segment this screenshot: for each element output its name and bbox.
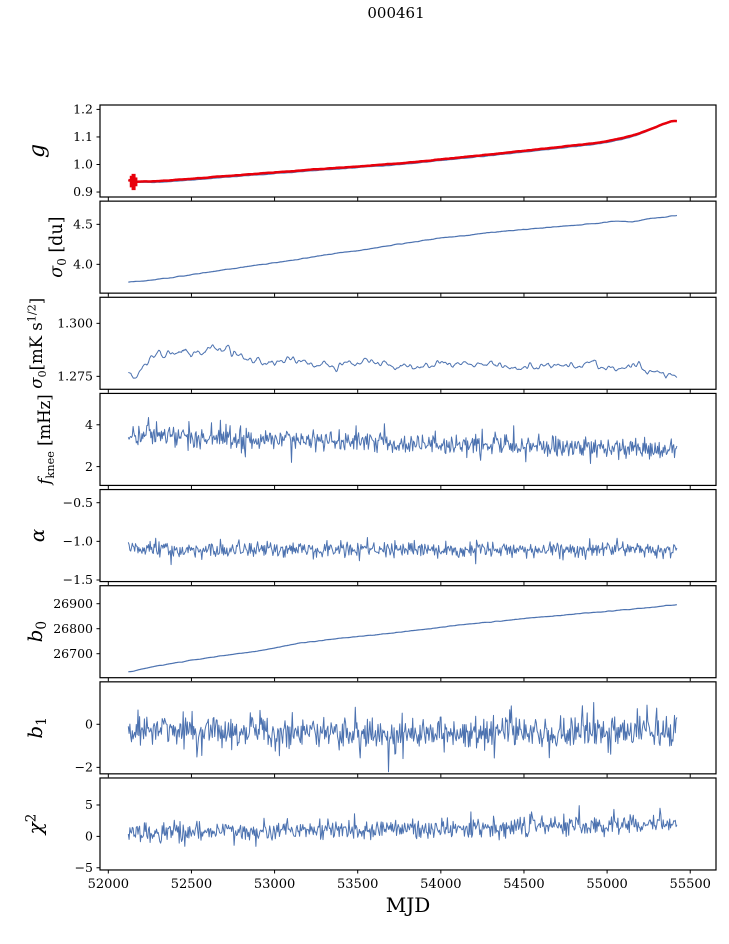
x-tick-label: 53500 xyxy=(337,877,378,892)
series-sigma0-du xyxy=(128,214,678,283)
y-axis-label-b1: b1 xyxy=(23,717,50,738)
y-axis-label-g: g xyxy=(25,144,50,158)
y-tick-label: 0.9 xyxy=(73,184,93,199)
y-tick-label: 2 xyxy=(85,459,93,474)
series-g-data xyxy=(128,120,677,184)
x-tick-label: 52500 xyxy=(171,877,212,892)
y-axis-label-sigma0-du: σ0 [du] xyxy=(47,217,69,278)
series-alpha xyxy=(127,537,678,566)
axes-spine xyxy=(99,681,717,775)
y-tick-label: 4.0 xyxy=(73,257,93,272)
series-chi2 xyxy=(127,805,678,847)
x-tick-label: 55500 xyxy=(670,877,711,892)
panel-sigma0-mK: 1.275 1.300 σ0[mK s1/2] xyxy=(26,296,717,393)
y-axis-label-sigma0-mK: σ0[mK s1/2] xyxy=(26,298,50,389)
figure-title: 000461 xyxy=(367,4,425,22)
y-tick-label: 4 xyxy=(85,417,93,432)
axes-spine xyxy=(99,200,717,294)
y-tick-label: 1.0 xyxy=(73,157,93,172)
panel-sigma0-du: 4.0 4.5 σ0 [du] xyxy=(47,200,717,297)
x-tick-label: 54000 xyxy=(420,877,461,892)
panel-g: 0.9 1.0 1.1 1.2 g xyxy=(25,102,717,201)
y-tick-label: −1.5 xyxy=(63,572,93,587)
y-tick-label: 4.5 xyxy=(73,217,93,232)
axes-spine xyxy=(99,104,717,198)
x-axis-label: MJD xyxy=(385,893,431,917)
panel-chi2: 5 0 −5 χ2 xyxy=(23,777,717,875)
y-tick-label: 1.1 xyxy=(73,129,93,144)
y-tick-label: 26700 xyxy=(53,646,93,661)
axes-spine xyxy=(99,777,717,871)
panel-fknee: 2 4 fknee [mHz] xyxy=(35,392,717,489)
series-g-fit xyxy=(128,119,677,183)
y-tick-label: −0.5 xyxy=(63,495,93,510)
y-tick-label: −5 xyxy=(75,860,93,875)
x-tick-label: 55000 xyxy=(586,877,627,892)
y-axis-label-b0: b0 xyxy=(23,621,50,642)
x-tick-label: 54500 xyxy=(503,877,544,892)
y-axis-label-alpha: α xyxy=(25,528,49,542)
y-tick-label: 5 xyxy=(85,797,93,812)
y-tick-label: 1.275 xyxy=(57,369,93,384)
y-axis-label-fknee: fknee [mHz] xyxy=(35,394,57,486)
panel-alpha: −0.5 −1.0 −1.5 α xyxy=(25,488,717,587)
series-sigma0-mK xyxy=(128,344,678,379)
axes-spine xyxy=(99,488,717,583)
panel-b1: 0 −2 b1 xyxy=(23,681,717,778)
y-tick-label: 0 xyxy=(85,716,93,731)
series-fknee xyxy=(127,417,678,464)
y-tick-label: −2 xyxy=(75,760,93,775)
series-b0 xyxy=(128,604,677,673)
y-tick-label: 0 xyxy=(85,829,93,844)
y-tick-label: 1.300 xyxy=(57,316,93,331)
y-tick-label: 26900 xyxy=(53,596,93,611)
x-tick-label: 52000 xyxy=(88,877,129,892)
axes-spine xyxy=(99,585,717,679)
axes-spine xyxy=(99,392,717,487)
series-b1 xyxy=(127,702,678,773)
x-tick-label: 53000 xyxy=(254,877,295,892)
y-tick-label: 1.2 xyxy=(73,102,93,117)
y-axis-label-chi2: χ2 xyxy=(23,814,47,837)
y-tick-label: 26800 xyxy=(53,621,93,636)
axes-spine xyxy=(99,296,717,390)
y-tick-label: −1.0 xyxy=(63,534,93,549)
